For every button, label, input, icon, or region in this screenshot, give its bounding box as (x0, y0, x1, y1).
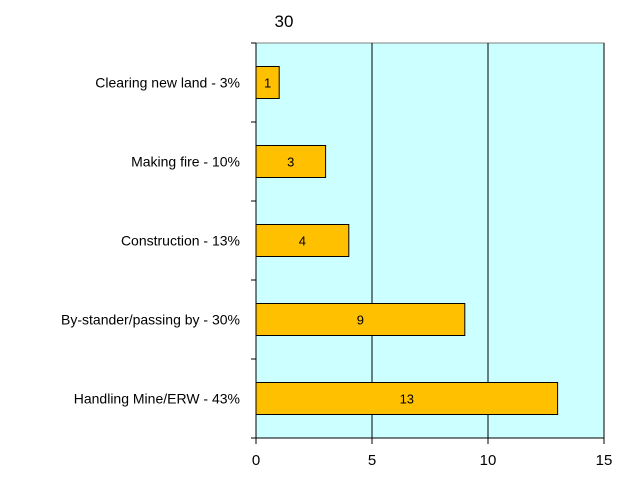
bar (255, 224, 350, 257)
y-axis-category-label: Clearing new land - 3% (95, 75, 240, 91)
x-axis-tick-label: 10 (480, 452, 497, 469)
bar-value-label: 1 (264, 76, 271, 91)
y-axis-ticks (251, 42, 256, 439)
y-axis-category-labels: Clearing new land - 3% Making fire - 10% C… (61, 75, 240, 407)
y-axis-category-label: Construction - 13% (121, 233, 240, 249)
bar-value-label: 4 (299, 234, 306, 249)
x-axis-tick-labels: 0 5 10 15 (252, 452, 613, 469)
bar-value-label: 3 (287, 155, 294, 170)
bar (255, 382, 559, 415)
x-axis-tick-label: 5 (368, 452, 376, 469)
bar-value-label: 13 (400, 392, 414, 407)
chart-title: 30 (275, 12, 294, 31)
x-axis-tick-label: 0 (252, 452, 260, 469)
y-axis-category-label: Making fire - 10% (131, 154, 240, 170)
bar (255, 303, 466, 336)
y-axis-category-label: Handling Mine/ERW - 43% (74, 391, 240, 407)
x-axis-tick-label: 15 (596, 452, 613, 469)
gridlines (371, 43, 605, 438)
bar-value-label: 9 (357, 313, 364, 328)
y-axis-category-label: By-stander/passing by - 30% (61, 312, 240, 328)
bars (255, 66, 559, 415)
x-axis-ticks (255, 438, 605, 444)
